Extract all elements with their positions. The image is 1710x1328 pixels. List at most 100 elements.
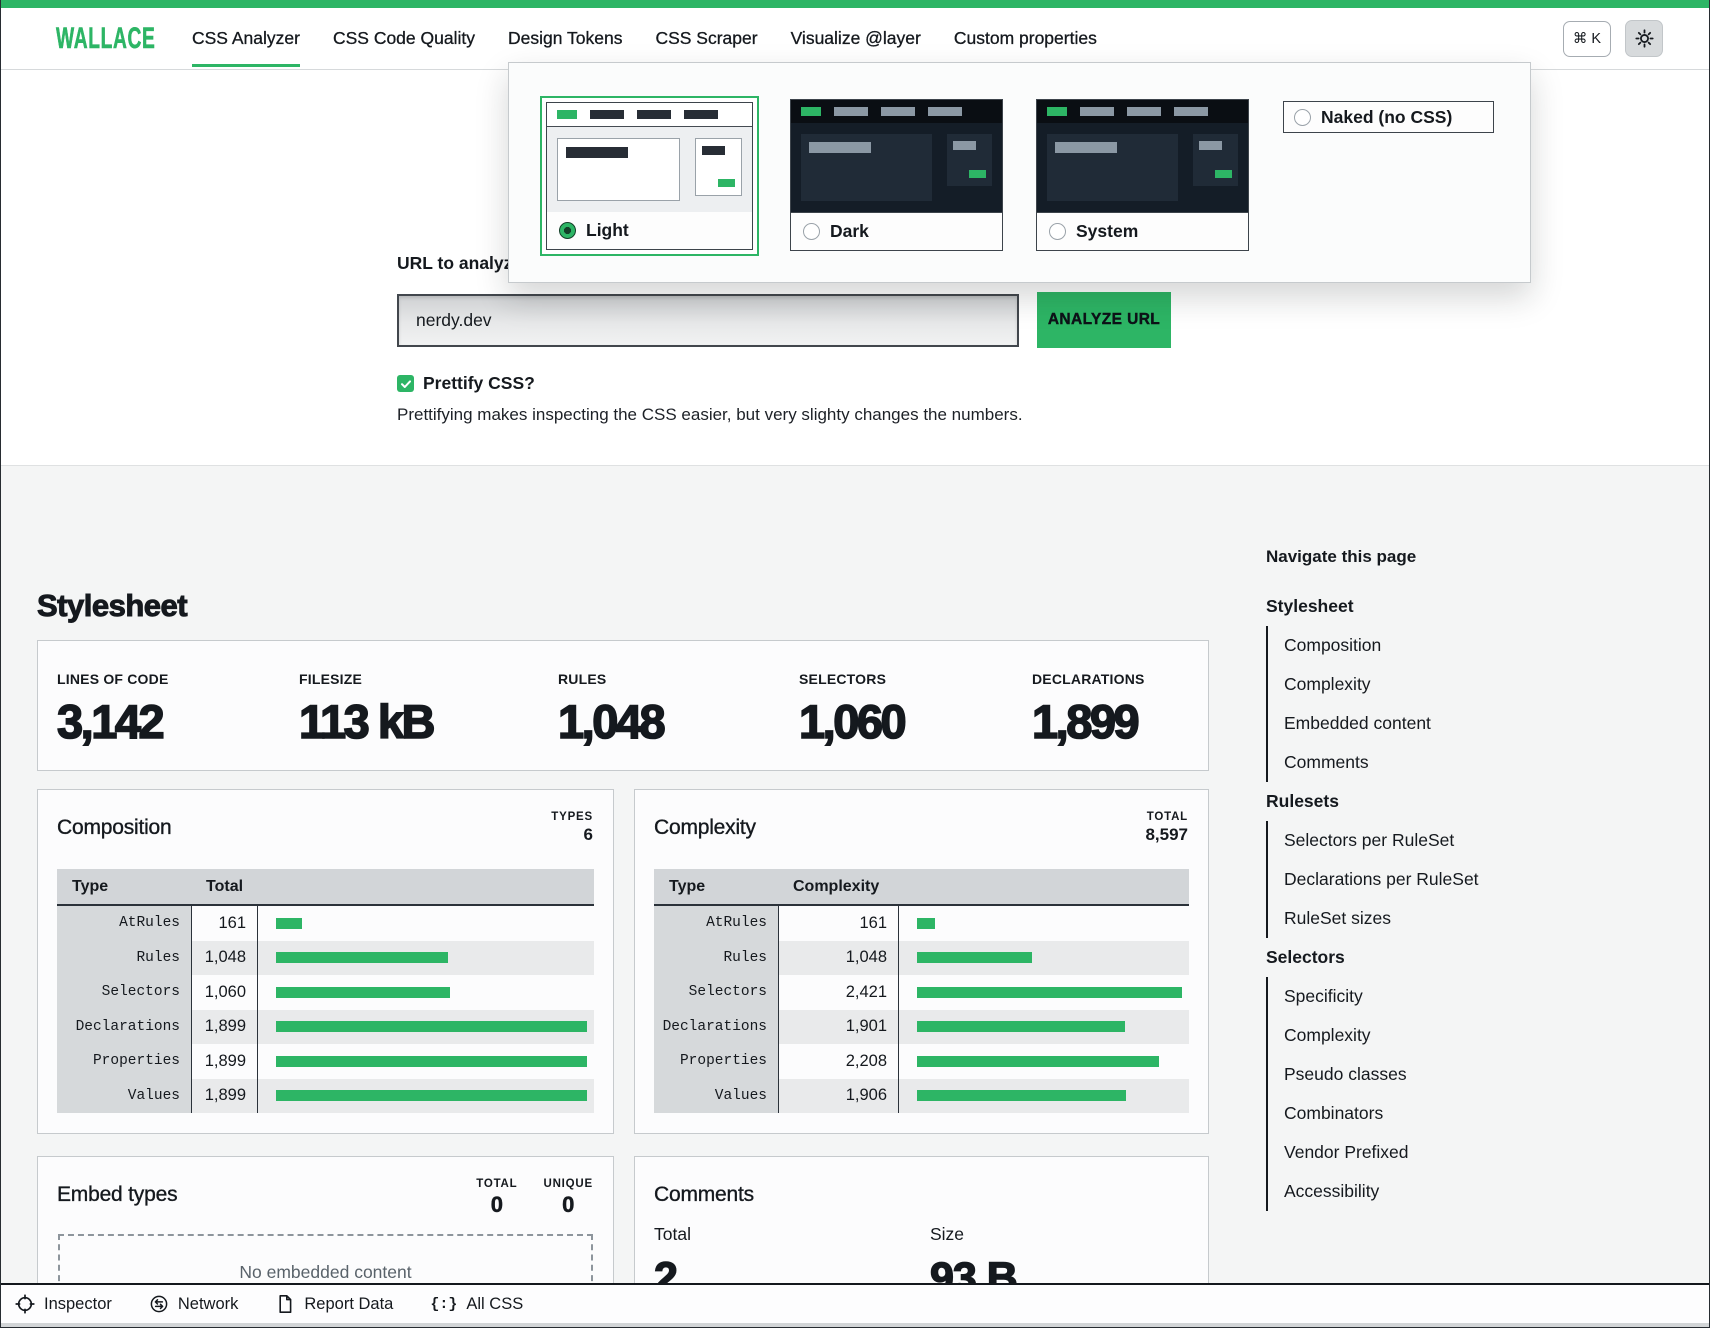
page-nav-link-accessibility[interactable]: Accessibility: [1284, 1181, 1380, 1201]
bar: [276, 986, 450, 998]
network-tab[interactable]: Network: [149, 1294, 238, 1314]
bar: [917, 1090, 1126, 1102]
page-nav-link-ruleset-sizes[interactable]: RuleSet sizes: [1284, 908, 1391, 928]
inspector-tab[interactable]: Inspector: [15, 1294, 112, 1314]
brand-accent-bar: [1, 0, 1709, 8]
page-nav-link-embedded-content[interactable]: Embedded content: [1284, 713, 1431, 733]
page-nav-link-rulesets[interactable]: Rulesets: [1266, 791, 1339, 811]
theme-preview-light: [547, 103, 752, 212]
bar: [917, 1055, 1159, 1067]
page-nav-link-specificity[interactable]: Specificity: [1284, 986, 1363, 1006]
prettify-description: Prettifying makes inspecting the CSS eas…: [397, 405, 1023, 424]
theme-option-system[interactable]: System: [1036, 99, 1249, 251]
radio-dark[interactable]: [803, 223, 820, 240]
composition-heading: Composition: [57, 816, 172, 839]
bar: [917, 1021, 1126, 1033]
complexity-table: Type Complexity AtRules 161 Rules 1,048: [654, 869, 1189, 1113]
header-actions: ⌘ K: [1562, 20, 1663, 57]
page-nav-link-pseudo-classes[interactable]: Pseudo classes: [1284, 1064, 1407, 1084]
page-nav-link-comments[interactable]: Comments: [1284, 752, 1369, 772]
composition-table: Type Total AtRules 161 Rules 1,048: [57, 869, 594, 1113]
table-header: Type Complexity: [654, 869, 1189, 906]
comments-heading: Comments: [654, 1183, 754, 1206]
bar: [917, 917, 935, 929]
table-row: Declarations 1,901: [654, 1009, 1189, 1044]
nav-item-visualize-layer[interactable]: Visualize @layer: [790, 28, 921, 48]
prettify-checkbox[interactable]: [397, 375, 414, 392]
table-row: Properties 2,208: [654, 1044, 1189, 1079]
nav-item-custom-properties[interactable]: Custom properties: [953, 28, 1097, 48]
analyze-url-button[interactable]: ANALYZE URL: [1037, 292, 1171, 348]
bar: [276, 917, 303, 929]
table-row: Rules 1,048: [654, 940, 1189, 975]
url-input[interactable]: [397, 293, 1019, 347]
page-nav-link-declarations-per-ruleset[interactable]: Declarations per RuleSet: [1284, 869, 1479, 889]
table-row: Rules 1,048: [57, 940, 594, 975]
page-nav-link-stylesheet[interactable]: Stylesheet: [1266, 596, 1354, 616]
window-edge: [1, 1323, 1709, 1327]
sun-icon: [1634, 29, 1654, 48]
theme-preview-dark: [791, 100, 1002, 212]
empty-state-box: No embedded content: [58, 1234, 593, 1327]
theme-menu: Light Dark: [508, 62, 1531, 283]
theme-toggle-button[interactable]: [1625, 20, 1663, 57]
embed-types-heading: Embed types: [57, 1183, 178, 1206]
document-icon: [279, 1295, 292, 1313]
page-nav-link-selectors[interactable]: Selectors: [1266, 947, 1345, 967]
report-section: Stylesheet LINES OF CODE 3,142 FILESIZE …: [1, 465, 1709, 1327]
wallace-logo[interactable]: WALLACE: [56, 21, 156, 55]
nav-item-design-tokens[interactable]: Design Tokens: [507, 28, 623, 48]
command-palette-button[interactable]: ⌘ K: [1562, 20, 1611, 57]
table-row: AtRules 161: [57, 906, 594, 941]
bar: [917, 986, 1182, 998]
page-nav-link-complexity[interactable]: Complexity: [1284, 674, 1371, 694]
theme-preview-system: [1037, 100, 1248, 212]
stat-filesize: FILESIZE 113 kB: [298, 671, 436, 749]
table-row: Values 1,899: [57, 1078, 594, 1113]
page-nav-link-selectors-per-ruleset[interactable]: Selectors per RuleSet: [1284, 830, 1455, 850]
nav-item-css-analyzer[interactable]: CSS Analyzer: [192, 8, 300, 69]
complexity-heading: Complexity: [654, 816, 756, 839]
page-nav-link-selector-complexity[interactable]: Complexity: [1284, 1025, 1371, 1045]
page-nav-title: Navigate this page: [1266, 547, 1417, 566]
stat-declarations: DECLARATIONS 1,899: [1031, 671, 1145, 749]
main-nav: CSS Analyzer CSS Code Quality Design Tok…: [192, 8, 1097, 69]
bottom-toolbar: Inspector Network Report Data {:} All CS…: [1, 1283, 1709, 1323]
table-row: Declarations 1,899: [57, 1009, 594, 1044]
radio-naked[interactable]: [1294, 108, 1311, 126]
braces-icon: {:}: [430, 1295, 458, 1313]
table-row: Properties 1,899: [57, 1044, 594, 1079]
radio-light[interactable]: [559, 222, 576, 239]
all-css-tab[interactable]: {:} All CSS: [430, 1294, 524, 1313]
page-title: Stylesheet: [36, 588, 188, 624]
table-row: AtRules 161: [654, 906, 1189, 941]
network-icon: [150, 1295, 168, 1313]
report-data-tab[interactable]: Report Data: [275, 1294, 393, 1314]
page-nav-link-vendor-prefixed[interactable]: Vendor Prefixed: [1284, 1142, 1409, 1162]
theme-option-naked[interactable]: Naked (no CSS): [1283, 101, 1494, 133]
theme-option-light[interactable]: Light: [540, 96, 759, 256]
table-row: Selectors 2,421: [654, 975, 1189, 1010]
page-nav-link-composition[interactable]: Composition: [1284, 635, 1382, 655]
url-label: URL to analyze: [397, 253, 523, 273]
complexity-panel: Complexity TOTAL 8,597 Type Complexity A…: [634, 789, 1209, 1134]
nav-item-css-scraper[interactable]: CSS Scraper: [655, 28, 758, 48]
theme-option-dark[interactable]: Dark: [790, 99, 1003, 251]
table-header: Type Total: [57, 869, 594, 906]
nav-item-css-code-quality[interactable]: CSS Code Quality: [332, 28, 475, 48]
bar: [276, 1021, 587, 1033]
empty-state-message: No embedded content: [239, 1262, 412, 1282]
bar: [276, 1055, 587, 1067]
radio-system[interactable]: [1049, 223, 1066, 240]
page-navigation: Navigate this page Stylesheet Compositio…: [1266, 547, 1516, 1211]
bar: [917, 952, 1032, 964]
bar: [276, 1090, 587, 1102]
page-nav-link-combinators[interactable]: Combinators: [1284, 1103, 1384, 1123]
stat-rules: RULES 1,048: [557, 671, 666, 749]
table-row: Selectors 1,060: [57, 975, 594, 1010]
stats-panel: LINES OF CODE 3,142 FILESIZE 113 kB RULE…: [37, 640, 1209, 771]
table-row: Values 1,906: [654, 1078, 1189, 1113]
main-header: WALLACE CSS Analyzer CSS Code Quality De…: [1, 8, 1709, 70]
bar: [276, 952, 448, 964]
